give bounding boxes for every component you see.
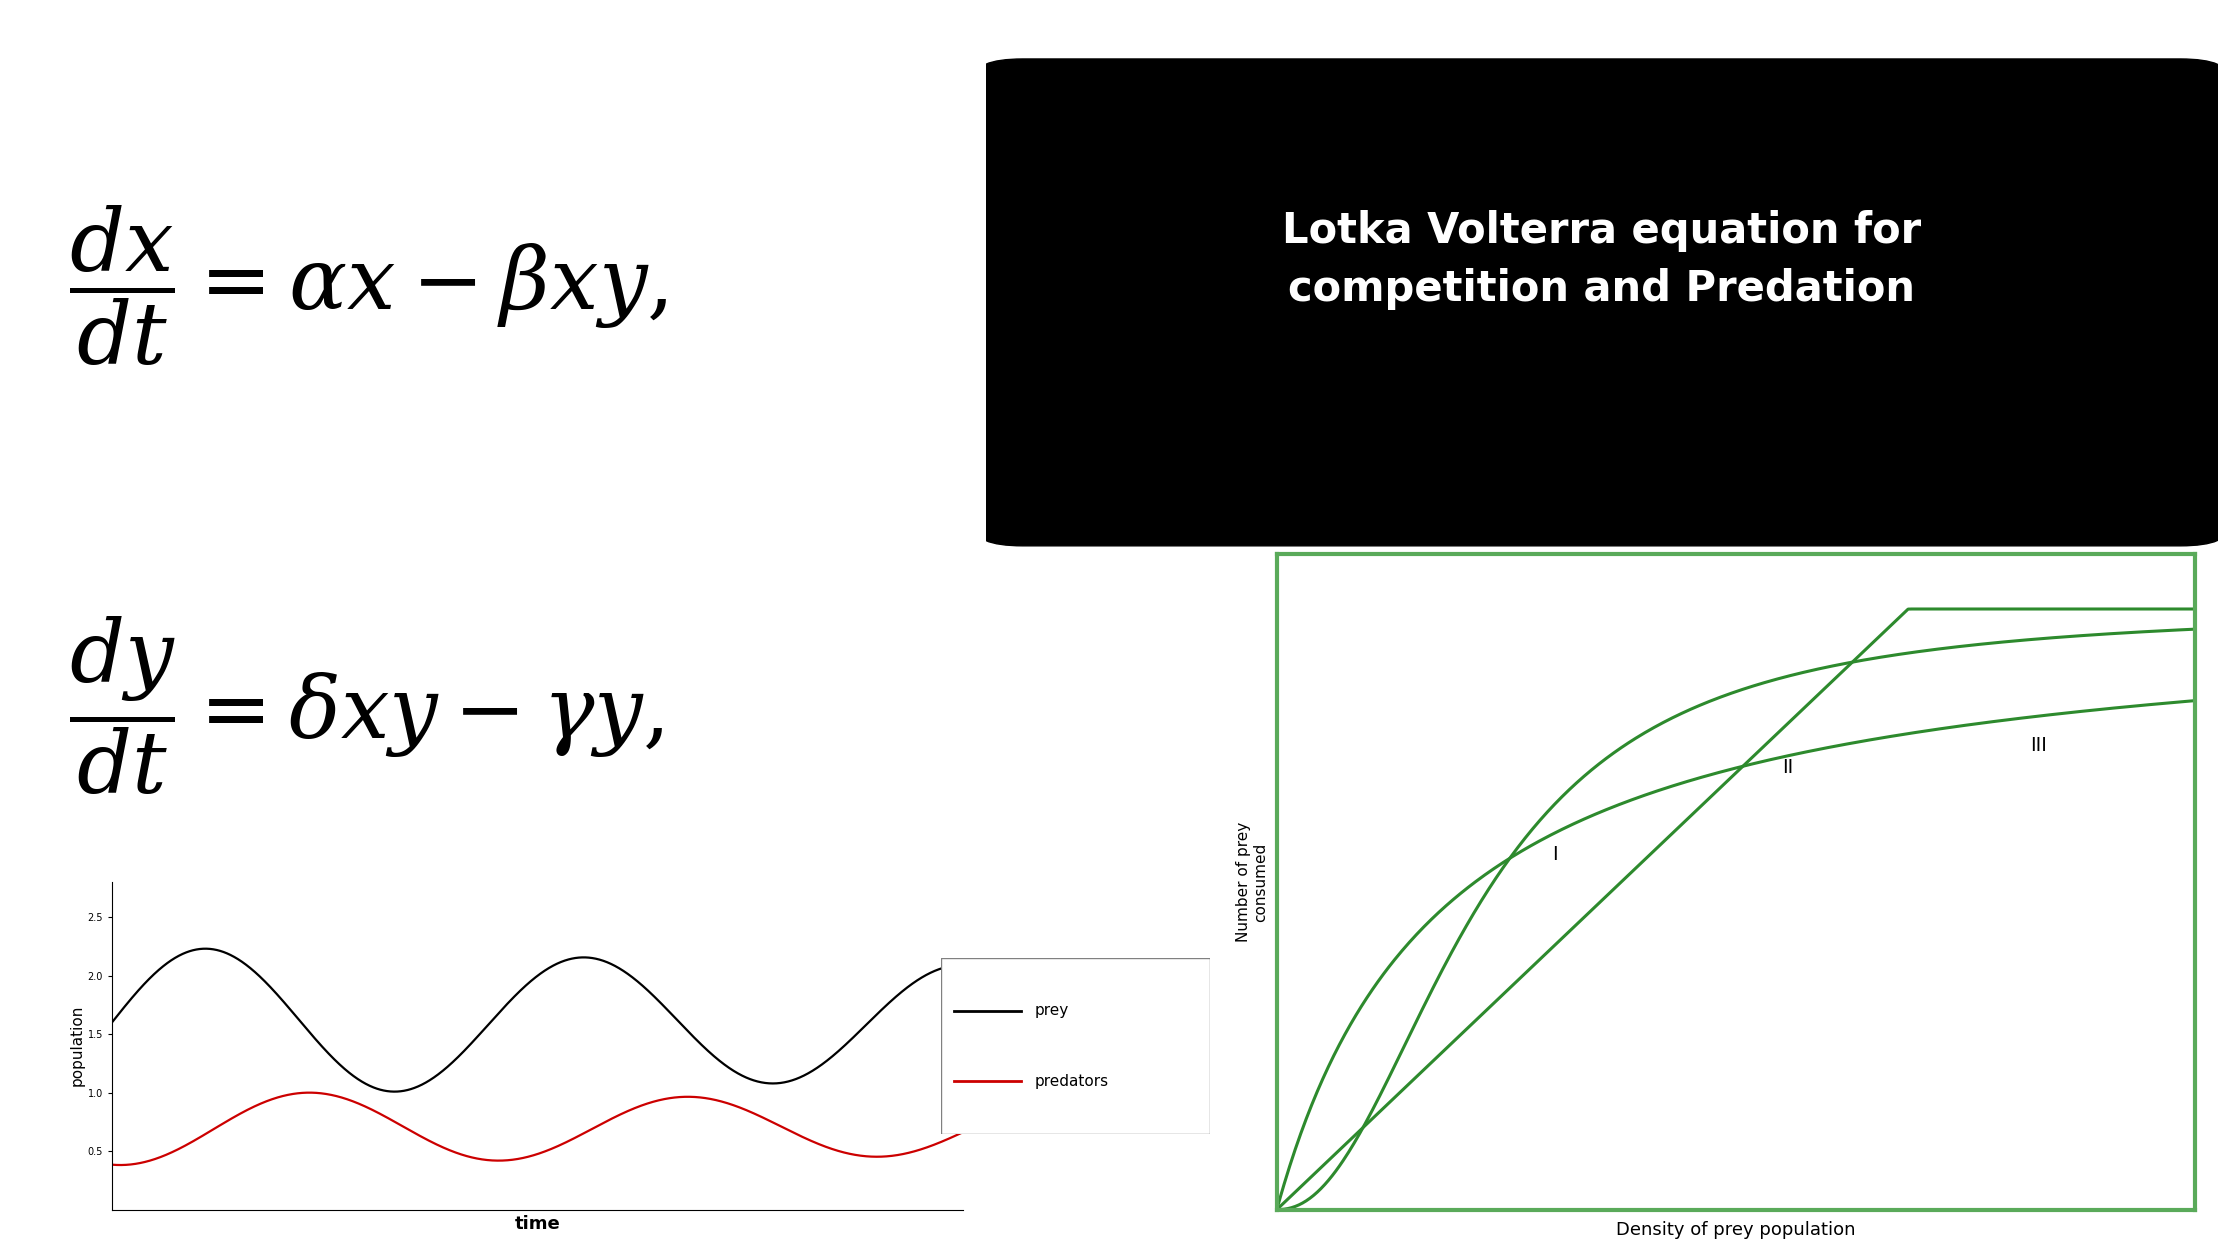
X-axis label: time: time	[515, 1215, 560, 1234]
Text: $\dfrac{dx}{dt} = \alpha x - \beta xy,$: $\dfrac{dx}{dt} = \alpha x - \beta xy,$	[69, 204, 668, 368]
Text: III: III	[2029, 736, 2047, 755]
Text: I: I	[1552, 845, 1559, 864]
X-axis label: Density of prey population: Density of prey population	[1617, 1221, 1855, 1239]
FancyBboxPatch shape	[972, 59, 2231, 546]
Text: predators: predators	[1035, 1074, 1109, 1089]
FancyBboxPatch shape	[941, 958, 1210, 1134]
Y-axis label: Number of prey
consumed: Number of prey consumed	[1236, 822, 1268, 942]
Text: prey: prey	[1035, 1003, 1068, 1018]
Text: Lotka Volterra equation for
competition and Predation: Lotka Volterra equation for competition …	[1281, 210, 1922, 310]
Y-axis label: population: population	[69, 1005, 85, 1086]
Text: $\dfrac{dy}{dt} = \delta xy - \gamma y,$: $\dfrac{dy}{dt} = \delta xy - \gamma y,$	[69, 614, 663, 798]
Text: II: II	[1781, 757, 1794, 777]
